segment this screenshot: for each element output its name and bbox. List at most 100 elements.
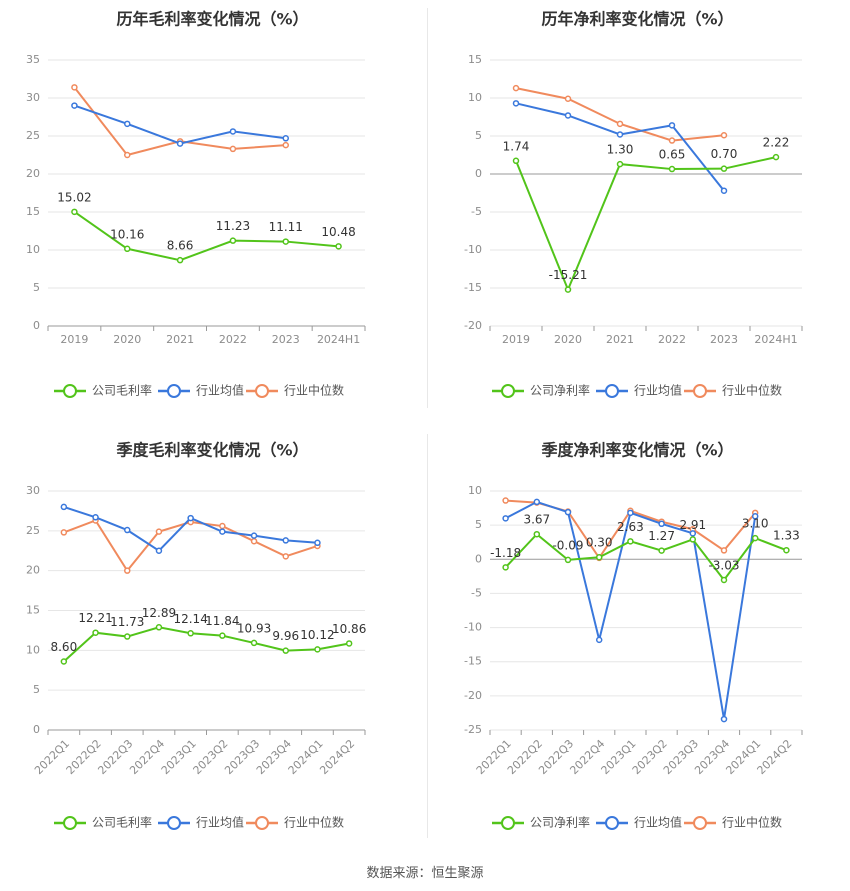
data-label: 11.11 — [269, 220, 303, 234]
data-point-company[interactable] — [689, 536, 697, 543]
data-point-industry_median[interactable] — [564, 95, 572, 103]
data-point-company[interactable] — [595, 553, 603, 561]
data-label: 10.48 — [321, 225, 355, 239]
legend-item-industry_avg[interactable]: 行业均值 — [596, 815, 682, 830]
data-point-industry_avg[interactable] — [751, 513, 759, 520]
legend-item-industry_median[interactable]: 行业中位数 — [246, 815, 344, 830]
data-point-industry_avg[interactable] — [668, 122, 676, 129]
data-point-industry_median[interactable] — [282, 141, 289, 149]
y-tick-label: -25 — [464, 723, 482, 736]
data-point-industry_avg[interactable] — [627, 509, 634, 517]
data-point-company[interactable] — [533, 530, 541, 538]
data-point-industry_avg[interactable] — [187, 514, 194, 522]
series-line-industry_avg — [505, 500, 757, 720]
data-point-company[interactable] — [187, 630, 194, 637]
data-point-industry_median[interactable] — [250, 537, 258, 545]
legend-item-industry_median[interactable]: 行业中位数 — [684, 383, 782, 398]
data-point-company[interactable] — [176, 256, 184, 264]
data-point-company[interactable] — [502, 564, 509, 571]
data-point-industry_avg[interactable] — [124, 120, 131, 128]
data-point-industry_avg[interactable] — [564, 112, 572, 119]
data-point-company[interactable] — [314, 646, 321, 653]
data-point-industry_avg[interactable] — [219, 528, 226, 535]
data-point-industry_median[interactable] — [720, 547, 728, 554]
data-point-company[interactable] — [720, 165, 728, 172]
data-point-company[interactable] — [71, 208, 78, 216]
data-point-company[interactable] — [564, 556, 572, 564]
data-point-company[interactable] — [250, 639, 258, 647]
data-point-company[interactable] — [124, 245, 131, 253]
data-label: 12.89 — [142, 606, 176, 620]
data-point-company[interactable] — [282, 647, 289, 654]
legend-item-industry_avg[interactable]: 行业均值 — [596, 383, 682, 398]
data-point-company[interactable] — [124, 633, 131, 640]
data-point-industry_median[interactable] — [71, 84, 78, 91]
data-point-company[interactable] — [219, 632, 226, 639]
data-point-industry_median[interactable] — [502, 497, 509, 504]
data-label: 12.14 — [173, 612, 207, 626]
data-point-company[interactable] — [345, 640, 353, 647]
data-point-industry_avg[interactable] — [124, 526, 131, 534]
data-point-industry_avg[interactable] — [92, 514, 99, 521]
data-point-industry_avg[interactable] — [720, 715, 728, 723]
legend-item-industry_median[interactable]: 行业中位数 — [684, 815, 782, 830]
data-point-industry_avg[interactable] — [502, 515, 509, 522]
data-point-industry_avg[interactable] — [71, 102, 78, 109]
data-point-company[interactable] — [155, 624, 163, 631]
data-point-company[interactable] — [772, 153, 780, 161]
data-label: 10.93 — [237, 621, 271, 635]
data-point-industry_median[interactable] — [219, 522, 226, 530]
data-point-industry_median[interactable] — [282, 553, 289, 560]
legend-item-company[interactable]: 公司毛利率 — [54, 815, 152, 830]
data-point-company[interactable] — [60, 658, 68, 665]
legend-marker-icon — [605, 384, 619, 398]
data-point-company[interactable] — [335, 243, 342, 250]
data-point-industry_avg[interactable] — [314, 539, 321, 547]
legend-item-industry_avg[interactable]: 行业均值 — [158, 383, 244, 398]
data-point-industry_avg[interactable] — [282, 537, 289, 544]
data-point-industry_median[interactable] — [124, 151, 131, 159]
data-point-company[interactable] — [564, 286, 572, 293]
data-point-industry_avg[interactable] — [533, 498, 541, 506]
data-point-industry_median[interactable] — [155, 528, 163, 535]
data-point-company[interactable] — [92, 629, 99, 636]
data-point-industry_avg[interactable] — [595, 636, 603, 644]
data-point-company[interactable] — [512, 157, 520, 165]
legend-item-industry_median[interactable]: 行业中位数 — [246, 383, 344, 398]
data-point-company[interactable] — [616, 160, 624, 168]
data-point-industry_avg[interactable] — [564, 508, 572, 516]
data-point-industry_avg[interactable] — [155, 547, 163, 554]
data-point-company[interactable] — [658, 547, 665, 554]
legend-item-industry_avg[interactable]: 行业均值 — [158, 815, 244, 830]
legend-item-company[interactable]: 公司净利率 — [492, 383, 590, 398]
data-point-company[interactable] — [668, 165, 676, 173]
data-point-industry_avg[interactable] — [720, 187, 728, 194]
legend-item-company[interactable]: 公司净利率 — [492, 815, 590, 830]
data-point-industry_median[interactable] — [512, 84, 520, 92]
y-tick-label: 30 — [26, 484, 40, 497]
data-point-industry_median[interactable] — [668, 137, 676, 144]
data-point-industry_avg[interactable] — [176, 140, 184, 147]
data-point-industry_avg[interactable] — [60, 503, 68, 511]
data-point-industry_avg[interactable] — [689, 530, 697, 537]
data-point-industry_avg[interactable] — [658, 520, 665, 528]
data-point-company[interactable] — [229, 237, 237, 244]
data-point-industry_median[interactable] — [229, 145, 237, 153]
data-label: 11.23 — [216, 219, 250, 233]
data-point-company[interactable] — [751, 534, 759, 542]
data-point-industry_avg[interactable] — [616, 131, 624, 138]
legend-item-company[interactable]: 公司毛利率 — [54, 383, 152, 398]
data-point-industry_median[interactable] — [616, 120, 624, 128]
data-point-industry_avg[interactable] — [512, 100, 520, 107]
data-point-company[interactable] — [783, 546, 790, 554]
data-point-industry_avg[interactable] — [229, 128, 237, 135]
data-point-industry_avg[interactable] — [282, 135, 289, 142]
data-point-company[interactable] — [627, 538, 634, 545]
chart-quarterly-gross: 季度毛利率变化情况（%）0510152025302022Q12022Q22022… — [26, 441, 366, 830]
data-point-industry_median[interactable] — [60, 529, 68, 536]
data-point-company[interactable] — [720, 576, 728, 584]
data-point-industry_avg[interactable] — [250, 532, 258, 539]
data-point-industry_median[interactable] — [124, 567, 131, 574]
data-point-industry_median[interactable] — [720, 131, 728, 139]
data-point-company[interactable] — [282, 238, 289, 245]
